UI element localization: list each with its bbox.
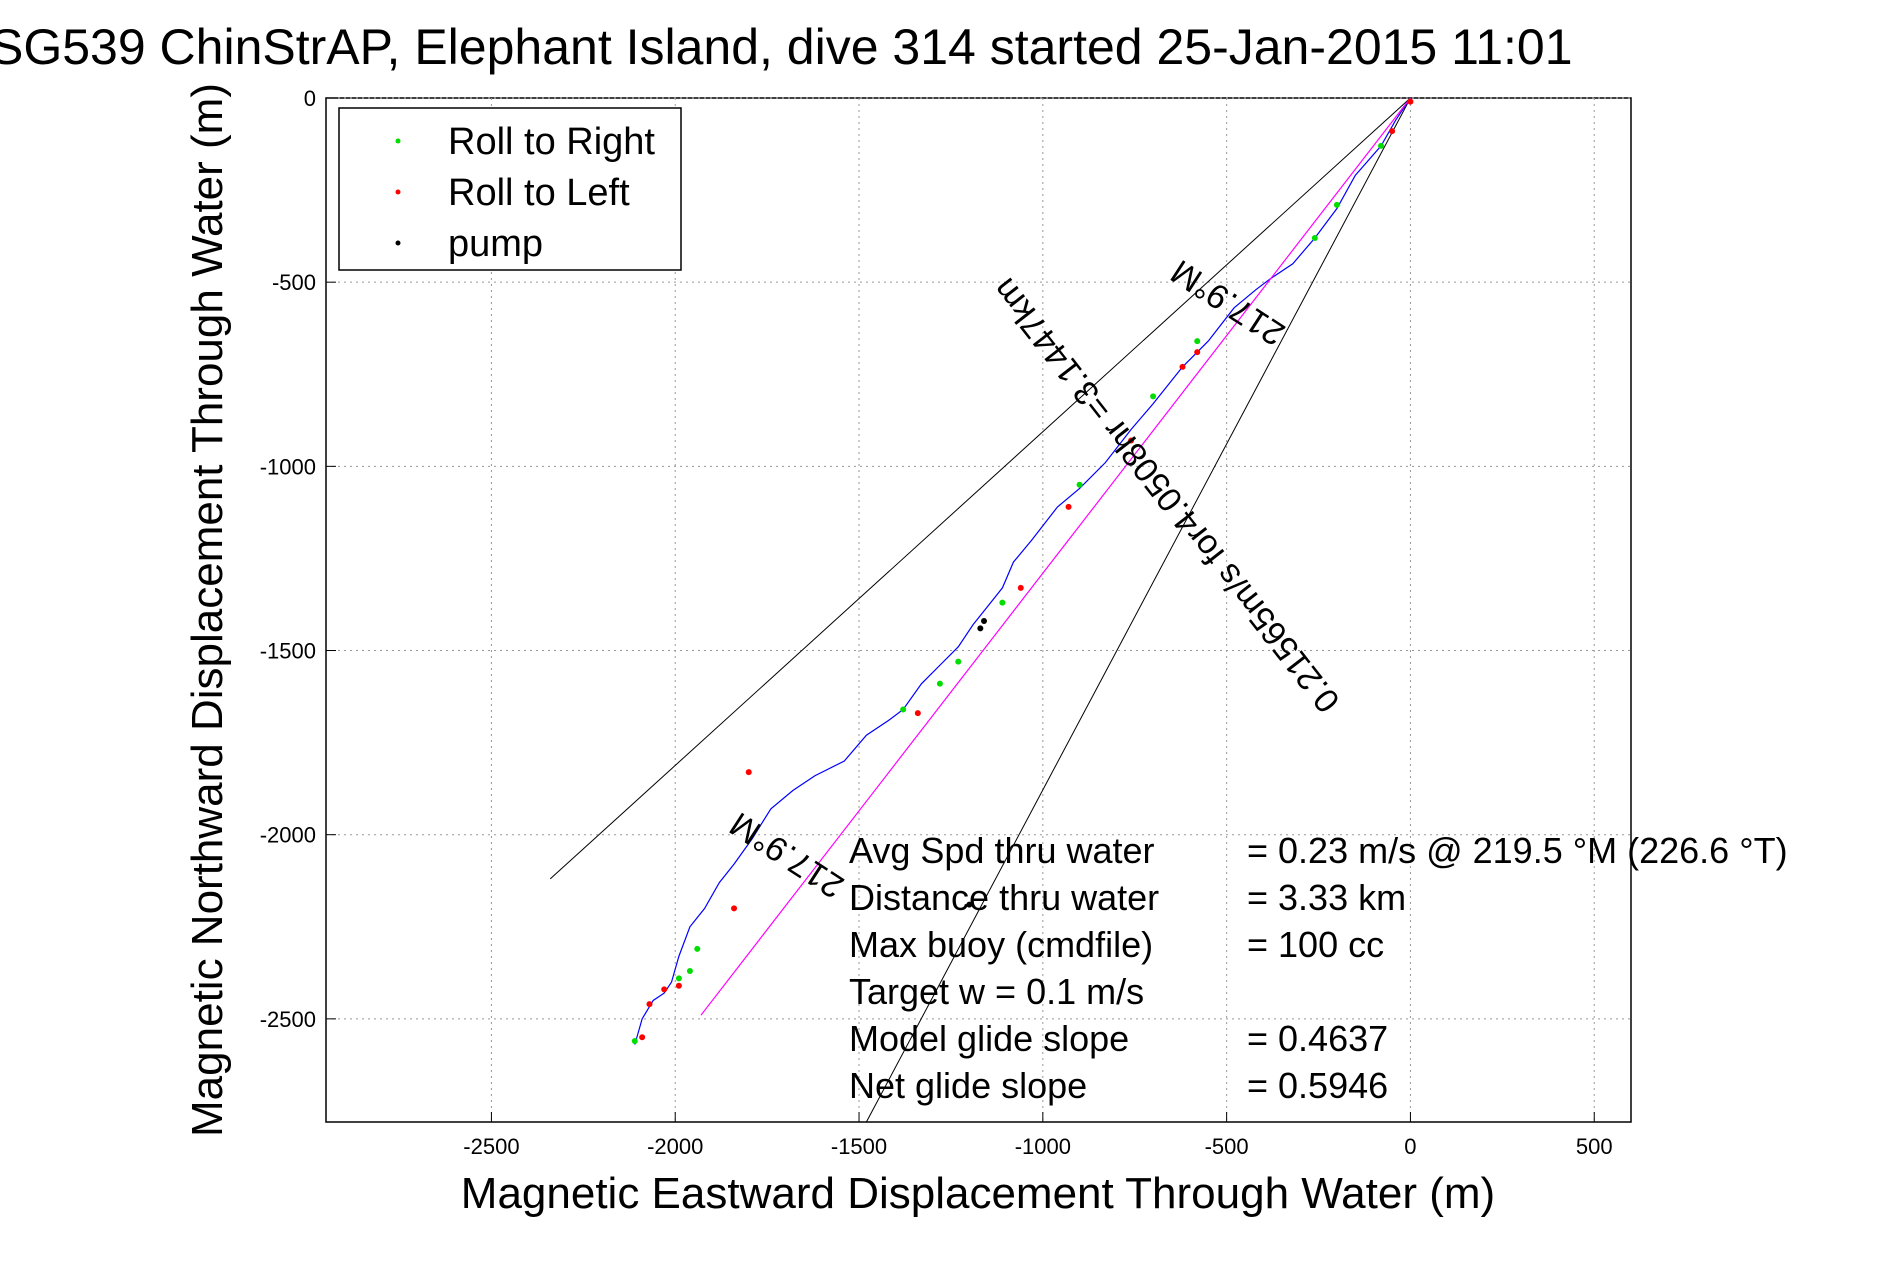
legend-label-roll-right: Roll to Right	[448, 121, 655, 163]
x-tick-label: -2000	[647, 1134, 703, 1159]
marker-roll-to-right	[1333, 201, 1340, 208]
marker-roll-to-left	[646, 1001, 653, 1008]
stat-label-avg-spd: Avg Spd thru water	[849, 830, 1155, 871]
marker-roll-to-right	[1150, 393, 1157, 400]
x-tick-label: -1000	[1015, 1134, 1071, 1159]
marker-roll-to-left	[1128, 437, 1135, 444]
marker-roll-to-right	[1194, 338, 1201, 345]
marker-roll-to-left	[1179, 363, 1186, 370]
legend-marker-roll-right	[395, 138, 401, 144]
x-tick-label: 500	[1576, 1134, 1613, 1159]
marker-roll-to-left	[1017, 584, 1024, 591]
y-tick-label: -500	[272, 270, 316, 295]
marker-pump	[966, 901, 973, 908]
marker-roll-to-left	[661, 986, 668, 993]
x-ticks: -2500 -2000 -1500 -1000 -500 0 500	[463, 1112, 1613, 1159]
y-tick-label: -1500	[260, 639, 316, 664]
marker-roll-to-left	[914, 710, 921, 717]
y-tick-label: -2000	[260, 823, 316, 848]
series-lines	[634, 97, 1411, 1045]
stat-value-net-glide: = 0.5946	[1247, 1065, 1388, 1106]
marker-roll-to-left	[639, 1034, 646, 1041]
stats-block: Avg Spd thru water = 0.23 m/s @ 219.5 °M…	[849, 830, 1788, 1106]
marker-roll-to-left	[1194, 349, 1201, 356]
legend-marker-pump	[395, 240, 401, 246]
stat-value-model-glide: = 0.4637	[1247, 1018, 1388, 1059]
marker-roll-to-right	[999, 599, 1006, 606]
marker-pump	[977, 625, 984, 632]
x-tick-label: -500	[1205, 1134, 1249, 1159]
stat-value-distance: = 3.33 km	[1247, 877, 1406, 918]
legend: Roll to Right Roll to Left pump	[338, 107, 682, 271]
chart-title: SG539 ChinStrAP, Elephant Island, dive 3…	[0, 19, 1573, 75]
marker-roll-to-right	[936, 680, 943, 687]
stat-value-avg-spd: = 0.23 m/s @ 219.5 °M (226.6 °T)	[1247, 830, 1788, 871]
marker-roll-to-left	[1389, 128, 1396, 135]
legend-label-pump: pump	[448, 223, 543, 265]
y-tick-label: -1000	[260, 454, 316, 479]
plot-area: -2500 -2000 -1500 -1000 -500 0 500 0-500-1000-…	[260, 86, 1632, 1159]
stat-value-max-buoy: = 100 cc	[1247, 924, 1384, 965]
y-axis-label: Magnetic Northward Displacement Through …	[183, 83, 232, 1137]
marker-roll-to-right	[694, 945, 701, 952]
marker-roll-to-right	[631, 1037, 638, 1044]
marker-roll-to-left	[1407, 98, 1414, 105]
stat-label-target-w: Target w = 0.1 m/s	[849, 971, 1144, 1012]
marker-roll-to-right	[1378, 142, 1385, 149]
y-ticks: 0 -500 -1000 -1500 -2000 -2500	[260, 86, 336, 1032]
marker-pump	[981, 618, 988, 625]
marker-roll-to-right	[675, 975, 682, 982]
x-axis-label: Magnetic Eastward Displacement Through W…	[461, 1169, 1495, 1218]
stat-label-model-glide: Model glide slope	[849, 1018, 1129, 1059]
legend-label-roll-left: Roll to Left	[448, 172, 630, 214]
guide-line	[549, 97, 1411, 880]
marker-roll-to-left	[745, 769, 752, 776]
marker-roll-to-left	[675, 982, 682, 989]
stat-label-distance: Distance thru water	[849, 877, 1159, 918]
y-tick-label: -2500	[260, 1007, 316, 1032]
series-markers	[631, 98, 1414, 1044]
guide-line	[865, 97, 1411, 1123]
x-tick-label: -1500	[831, 1134, 887, 1159]
marker-roll-to-left	[1065, 503, 1072, 510]
marker-roll-to-right	[955, 658, 962, 665]
marker-roll-to-right	[686, 967, 693, 974]
marker-roll-to-left	[731, 905, 738, 912]
marker-roll-to-right	[1311, 234, 1318, 241]
x-tick-label: -2500	[463, 1134, 519, 1159]
marker-roll-to-right	[1076, 481, 1083, 488]
series-line-net	[700, 97, 1411, 1016]
x-tick-label: 0	[1404, 1134, 1416, 1159]
marker-roll-to-right	[900, 706, 907, 713]
stat-label-max-buoy: Max buoy (cmdfile)	[849, 924, 1153, 965]
legend-marker-roll-left	[395, 189, 401, 195]
guide-lines	[549, 97, 1411, 1123]
stat-label-net-glide: Net glide slope	[849, 1065, 1087, 1106]
y-tick-label: 0	[304, 86, 316, 111]
grid	[326, 97, 1631, 1122]
